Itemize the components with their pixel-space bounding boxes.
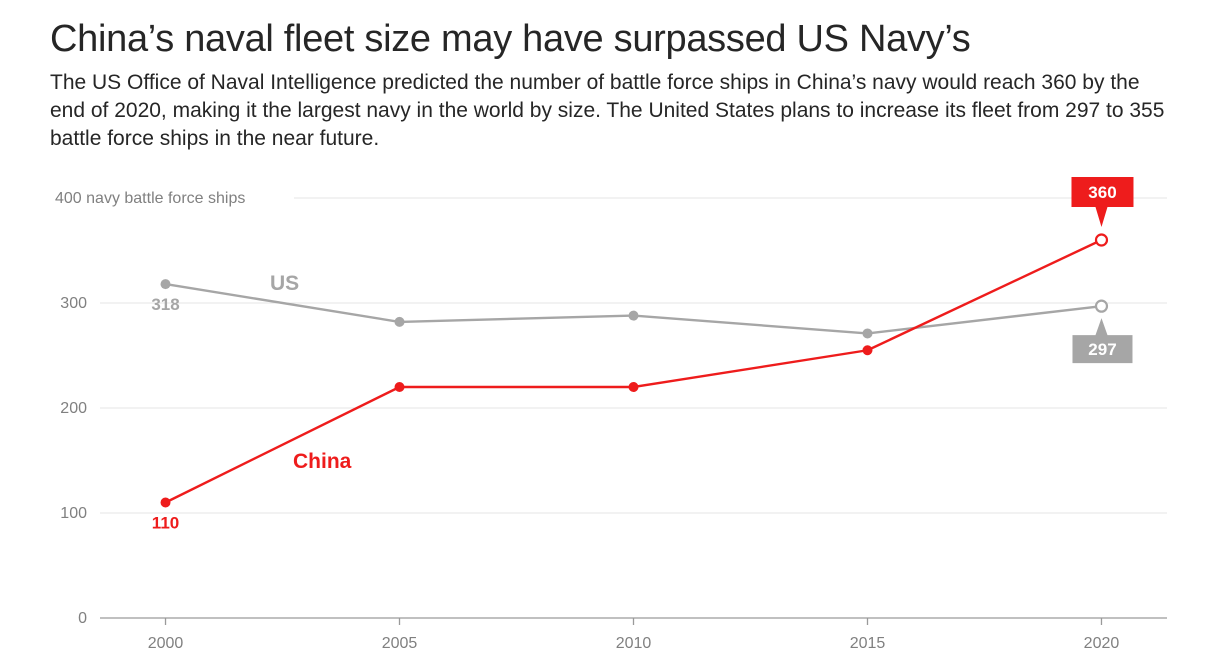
china-start-label: 110 <box>152 514 179 533</box>
us-line <box>165 282 1102 335</box>
us-start-label: 318 <box>151 295 179 314</box>
china-point <box>1094 233 1109 247</box>
x-tick-label: 2015 <box>850 635 886 652</box>
y-tick-label: 300 <box>60 295 87 312</box>
y-tick-label: 400 navy battle force ships <box>55 190 245 207</box>
china-end-callout <box>1071 177 1134 227</box>
china-point <box>160 497 171 508</box>
us-point <box>160 279 171 290</box>
us-series-name: US <box>270 272 299 295</box>
chart-subtitle: The US Office of Naval Intelligence pred… <box>50 71 1165 150</box>
x-tick-label: 2005 <box>382 635 418 652</box>
us-point <box>394 316 405 327</box>
china-end-label: 360 <box>1088 183 1116 202</box>
us-point <box>1094 299 1109 313</box>
x-tick-label: 2020 <box>1084 635 1120 652</box>
us-end-callout <box>1072 318 1133 364</box>
x-tick-label: 2000 <box>148 635 184 652</box>
y-tick-label: 200 <box>60 400 87 417</box>
us-point <box>862 328 873 339</box>
chart-title: China’s naval fleet size may have surpas… <box>50 18 971 60</box>
china-point <box>628 382 639 392</box>
y-tick-label: 0 <box>78 610 87 627</box>
us-point <box>628 310 639 321</box>
china-series-name: China <box>293 450 352 473</box>
x-tick-label: 2010 <box>616 635 652 652</box>
china-point <box>394 382 405 392</box>
china-point <box>862 345 873 356</box>
us-end-label: 297 <box>1088 340 1116 359</box>
y-tick-label: 100 <box>60 505 87 522</box>
